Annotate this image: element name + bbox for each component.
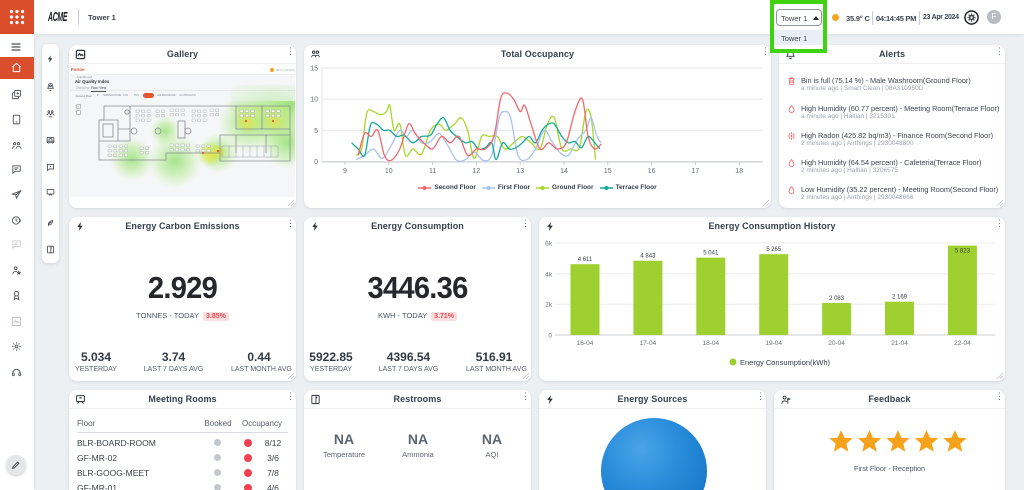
svg-text:2 083: 2 083 (829, 296, 845, 302)
svg-text:9: 9 (343, 168, 347, 175)
svg-text:13: 13 (516, 168, 524, 175)
svg-text:17-04: 17-04 (640, 340, 657, 347)
svg-text:21-04: 21-04 (891, 340, 908, 347)
svg-text:12: 12 (473, 168, 481, 175)
svg-text:5 041: 5 041 (703, 251, 719, 257)
svg-text:16-04: 16-04 (577, 340, 594, 347)
svg-text:15: 15 (310, 65, 318, 72)
svg-text:Energy Consumption(kWh): Energy Consumption(kWh) (740, 358, 831, 367)
svg-text:15: 15 (604, 168, 612, 175)
svg-text:20-04: 20-04 (828, 340, 845, 347)
svg-text:17: 17 (692, 168, 700, 175)
svg-text:5 265: 5 265 (766, 247, 782, 253)
svg-text:10: 10 (310, 97, 318, 104)
svg-text:4k: 4k (545, 271, 553, 278)
svg-text:18: 18 (735, 168, 743, 175)
svg-text:14: 14 (560, 168, 568, 175)
svg-text:4 843: 4 843 (640, 254, 656, 260)
svg-text:22-04: 22-04 (954, 340, 971, 347)
svg-text:11: 11 (429, 168, 436, 175)
svg-text:16: 16 (648, 168, 656, 175)
svg-text:6k: 6k (545, 241, 553, 248)
svg-text:0: 0 (314, 159, 318, 166)
svg-text:2 169: 2 169 (892, 295, 908, 301)
svg-text:18-04: 18-04 (702, 340, 719, 347)
svg-text:19-04: 19-04 (765, 340, 782, 347)
svg-text:10: 10 (385, 168, 393, 175)
svg-text:2k: 2k (545, 302, 553, 309)
svg-text:0: 0 (548, 333, 552, 340)
svg-text:5: 5 (314, 128, 318, 135)
svg-text:5 823: 5 823 (955, 249, 971, 255)
svg-text:4 611: 4 611 (578, 257, 593, 263)
